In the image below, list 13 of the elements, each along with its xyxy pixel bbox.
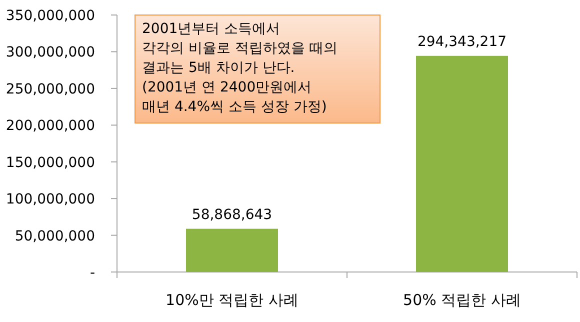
y-tick-label: 150,000,000 bbox=[6, 154, 95, 171]
annotation: 2001년부터 소득에서 각각의 비율로 적립하였을 때의 결과는 5배 차이가 난다. (2001년 연 2400만원에서 매년 4.4%씩 소득 성장 가정) bbox=[142, 21, 338, 115]
x-tick-label: 10%만 적립한 사례 bbox=[166, 291, 298, 309]
x-tick-label: 50% 적립한 사례 bbox=[403, 291, 521, 309]
y-tick-label: 300,000,000 bbox=[6, 44, 95, 61]
y-tick-label: 250,000,000 bbox=[6, 81, 95, 98]
y-tick-label: 100,000,000 bbox=[6, 192, 95, 208]
y-tick-label: 50,000,000 bbox=[14, 228, 95, 244]
data-label: 294,343,217 bbox=[417, 34, 507, 50]
y-tick-label: 350,000,000 bbox=[6, 8, 95, 24]
y-tick-label: - bbox=[90, 265, 95, 281]
data-label: 58,868,643 bbox=[192, 206, 272, 223]
y-tick-label: 200,000,000 bbox=[6, 118, 95, 134]
